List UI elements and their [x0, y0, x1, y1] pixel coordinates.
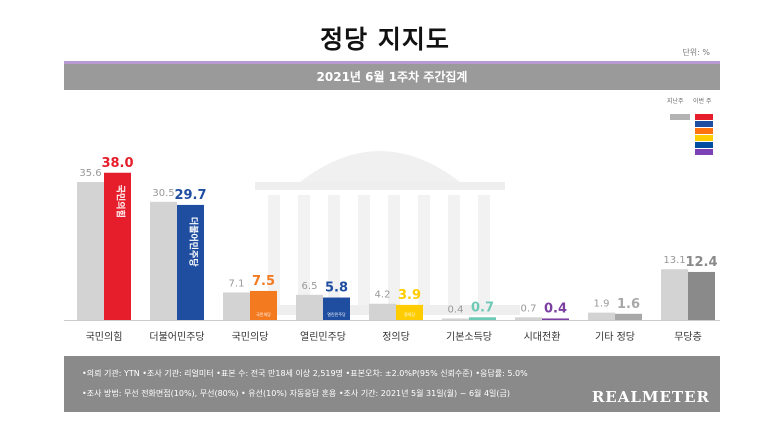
prev-value-label: 30.5	[152, 188, 174, 199]
current-value-label: 5.8	[325, 281, 348, 296]
bar-current	[396, 304, 423, 320]
realmeter-logo: REALMETER	[591, 388, 710, 406]
legend-swatch-5	[695, 149, 713, 155]
watermark-column	[478, 195, 490, 305]
current-value-label: 1.6	[617, 297, 640, 312]
bar-party-logo: 정의당	[404, 311, 415, 317]
bar-party-logo: 열린민주당	[327, 311, 346, 317]
current-value-label: 7.5	[252, 274, 275, 289]
legend-swatch-4	[695, 142, 713, 148]
category-label: 시대전환	[524, 331, 561, 343]
category-label: 기본소득당	[446, 331, 492, 343]
watermark-column	[418, 195, 430, 305]
legend-swatch-1	[695, 121, 713, 127]
category-label: 국민의힘	[86, 331, 123, 343]
bar-prev	[515, 317, 542, 320]
prev-value-label: 13.1	[663, 255, 685, 266]
legend-prev-label: 지난주	[667, 98, 684, 105]
current-value-label: 0.7	[471, 300, 494, 315]
bar-prev	[296, 294, 323, 320]
watermark-column	[268, 195, 280, 305]
subtitle-band: 2021년 6월 1주차 주간집계	[64, 64, 720, 90]
watermark-column	[448, 195, 460, 305]
bar-prev	[369, 303, 396, 320]
category-label: 정의당	[382, 331, 410, 343]
watermark-column	[388, 195, 400, 305]
unit-label: 단위: %	[682, 48, 710, 57]
bar-current	[323, 297, 350, 320]
legend-swatch-3	[695, 135, 713, 141]
accent-line	[64, 61, 720, 64]
current-value-label: 0.4	[544, 301, 567, 316]
bar-prev	[661, 269, 688, 320]
current-value-label: 3.9	[398, 288, 421, 303]
prev-value-label: 0.4	[448, 304, 464, 315]
bar-party-logo: 국민의힘	[115, 185, 127, 218]
watermark-roof	[255, 182, 505, 190]
watermark-column	[328, 195, 340, 305]
legend-curr-label: 이번 주	[693, 98, 712, 105]
bar-current	[177, 204, 204, 320]
watermark-dome	[300, 151, 460, 182]
legend-swatch-0	[695, 114, 713, 120]
bar-current	[688, 271, 715, 320]
bar-prev	[150, 201, 177, 320]
category-label: 더불어민주당	[149, 331, 204, 343]
bar-prev	[588, 312, 615, 320]
category-label: 무당층	[674, 331, 702, 343]
prev-value-label: 35.6	[79, 168, 101, 179]
category-label: 국민의당	[232, 331, 269, 343]
bar-current	[615, 313, 642, 320]
current-value-label: 38.0	[101, 156, 133, 171]
chart-title: 정당 지지도	[320, 25, 450, 54]
category-label: 기타 정당	[595, 331, 635, 343]
category-label: 열린민주당	[300, 331, 346, 343]
current-value-label: 29.7	[174, 188, 206, 203]
footer-line-1: •의뢰 기관: YTN •조사 기관: 리얼미터 •표본 수: 전국 만18세 …	[82, 369, 528, 378]
prev-value-label: 1.9	[594, 299, 610, 310]
current-value-label: 12.4	[685, 255, 717, 270]
bar-current	[250, 290, 277, 320]
prev-value-label: 4.2	[375, 290, 391, 301]
bar-current	[469, 317, 496, 320]
bar-prev	[223, 292, 250, 320]
footer-line-2: •조사 방법: 무선 전화면접(10%), 무선(80%) • 유선(10%) …	[82, 389, 511, 398]
bar-current	[542, 318, 569, 320]
bar-prev	[77, 182, 104, 320]
prev-value-label: 6.5	[302, 281, 318, 292]
legend-swatch-2	[695, 128, 713, 134]
bar-party-logo: 더불어민주당	[188, 217, 200, 267]
bar-prev	[442, 318, 469, 320]
prev-value-label: 7.1	[229, 278, 245, 289]
bar-party-logo: 국민의당	[256, 311, 271, 317]
prev-value-label: 0.7	[521, 303, 537, 314]
watermark-column	[298, 195, 310, 305]
watermark-column	[358, 195, 370, 305]
bar-current	[104, 172, 131, 320]
legend-prev-swatch	[670, 114, 690, 120]
footer-info: •의뢰 기관: YTN •조사 기관: 리얼미터 •표본 수: 전국 만18세 …	[64, 356, 720, 412]
